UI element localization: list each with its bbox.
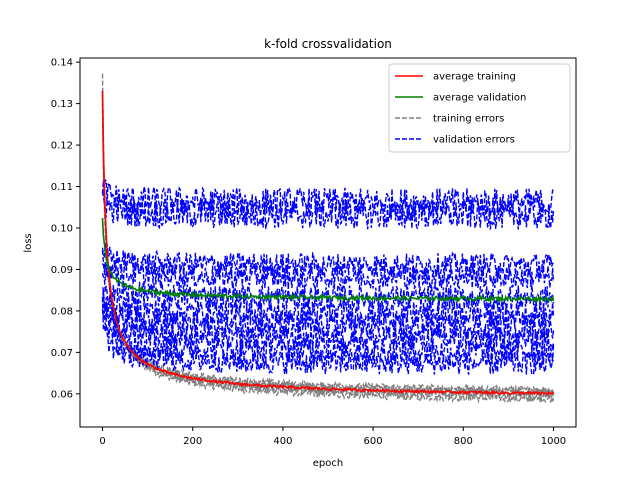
validation-errors-line-10 [101, 296, 555, 376]
average-training-line-1 [101, 90, 555, 397]
x-tick-label-1: 200 [183, 436, 202, 447]
validation-errors-line-2 [101, 191, 555, 230]
validation-errors-line-6 [101, 273, 555, 329]
validation-errors-line-8 [101, 288, 555, 352]
y-axis: 0.06 0.07 0.08 0.09 0.10 0.11 0.12 0.13 0.14 [51, 58, 80, 400]
training-errors-line-1 [101, 73, 555, 404]
legend: average training average validation traini… [388, 63, 571, 153]
x-tick-label-5: 1000 [541, 436, 566, 447]
y-tick-label-5: 0.11 [51, 182, 73, 193]
y-tick-label-8: 0.14 [51, 58, 73, 69]
y-tick-label-3: 0.09 [51, 265, 73, 276]
y-tick-label-7: 0.13 [51, 99, 73, 110]
legend-label-2: training errors [433, 114, 504, 125]
y-tick-label-0: 0.06 [51, 389, 73, 400]
validation-errors-line-4 [101, 249, 555, 290]
plot-frame [79, 57, 577, 428]
average-validation-line-1 [101, 217, 555, 304]
training-errors-line-4 [101, 103, 555, 395]
legend-box [388, 63, 571, 153]
y-tick-label-2: 0.08 [51, 306, 73, 317]
x-axis-label: epoch [313, 458, 343, 469]
y-tick-label-6: 0.12 [51, 141, 73, 152]
y-tick-label-1: 0.07 [51, 348, 73, 359]
validation-errors-line-3 [101, 243, 554, 279]
x-tick-label-0: 0 [99, 436, 105, 447]
y-axis-label: loss [23, 233, 34, 252]
x-tick-label-3: 600 [364, 436, 383, 447]
x-axis: 0 200 400 600 800 1000 [99, 427, 566, 447]
x-tick-label-2: 400 [273, 436, 292, 447]
chart-title: k-fold crossvalidation [264, 37, 392, 51]
legend-label-3: validation errors [433, 135, 515, 146]
y-tick-label-4: 0.10 [51, 223, 73, 234]
x-tick-label-4: 800 [454, 436, 473, 447]
validation-errors-line-9 [101, 308, 555, 366]
series-layer [101, 73, 555, 404]
legend-label-0: average training [433, 72, 516, 83]
legend-label-1: average validation [433, 93, 526, 104]
